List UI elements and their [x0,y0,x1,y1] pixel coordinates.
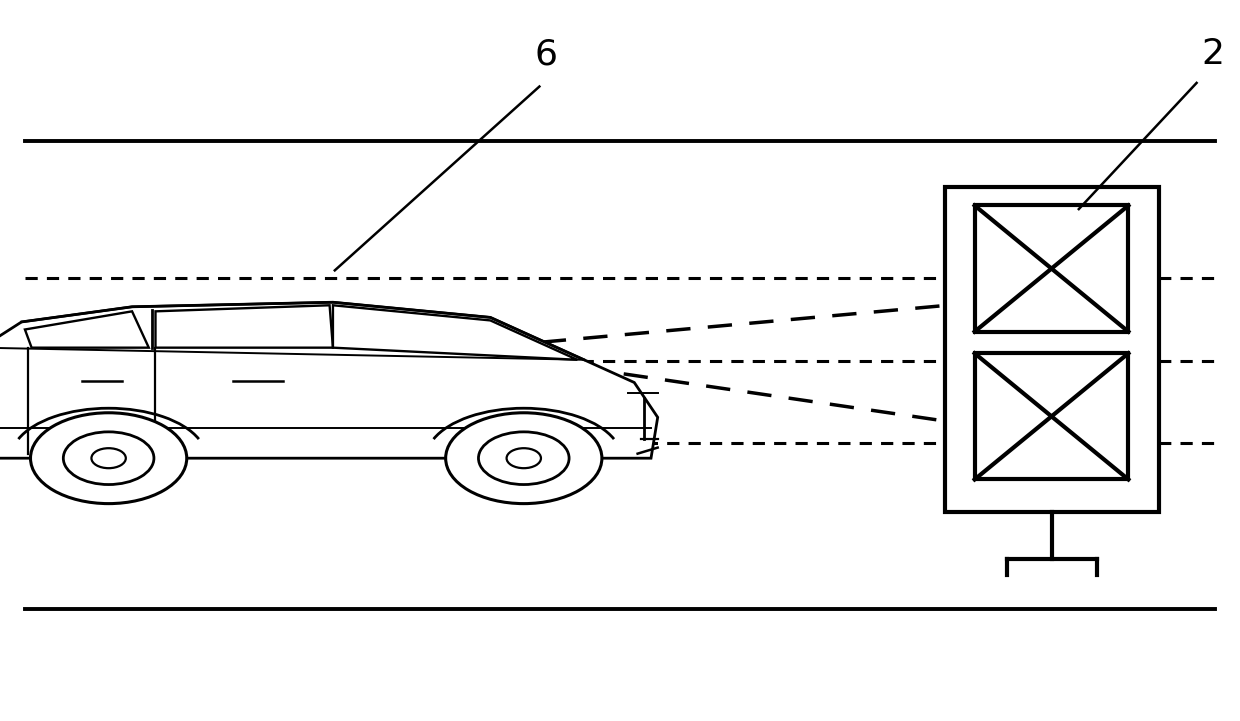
Bar [975,353,1128,479]
Polygon shape [25,311,149,348]
Bar [975,205,1128,332]
Text: 2: 2 [1202,37,1224,71]
Polygon shape [155,305,332,348]
Circle shape [63,432,154,485]
Circle shape [479,432,569,485]
Polygon shape [0,302,657,459]
Bar [945,187,1159,512]
Polygon shape [332,305,578,360]
Circle shape [507,448,541,468]
Circle shape [31,412,187,503]
Circle shape [445,412,601,503]
Text: 6: 6 [534,37,557,71]
Circle shape [92,448,125,468]
